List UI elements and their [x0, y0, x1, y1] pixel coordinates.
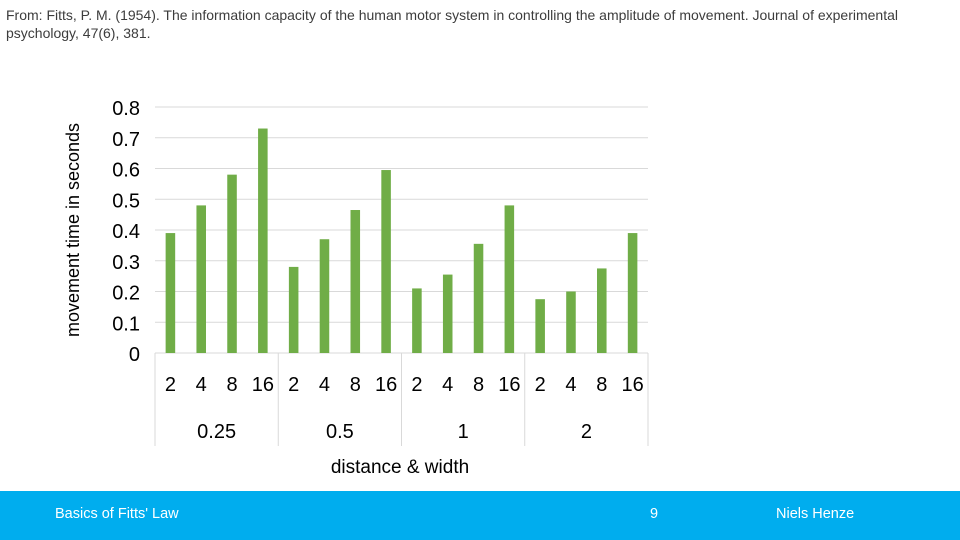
bar — [535, 299, 545, 353]
x-category-label: 8 — [226, 374, 237, 396]
y-axis-label: movement time in seconds — [63, 123, 83, 337]
y-tick-label: 0.7 — [112, 129, 140, 151]
bar — [258, 128, 268, 353]
bar — [597, 268, 607, 353]
x-category-label: 4 — [196, 374, 207, 396]
x-category-label: 16 — [375, 374, 397, 396]
bar — [227, 174, 237, 353]
x-category-label: 16 — [498, 374, 520, 396]
bar — [165, 233, 176, 353]
page-number: 9 — [650, 506, 659, 522]
y-tick-labels: 0 0.1 0.2 0.3 0.4 0.5 0.6 0.7 0.8 — [112, 98, 140, 366]
bar — [442, 274, 453, 353]
y-tick-label: 0 — [129, 344, 140, 366]
bar — [473, 243, 484, 353]
x-category-labels: 2 4 8 16 2 4 8 16 2 4 8 16 2 4 8 16 — [165, 374, 644, 396]
bar — [627, 233, 638, 353]
x-category-label: 8 — [596, 374, 607, 396]
x-group-label: 0.5 — [326, 421, 354, 443]
y-tick-label: 0.3 — [112, 252, 140, 274]
footer-title: Basics of Fitts' Law — [55, 506, 179, 522]
bars — [165, 128, 638, 353]
bar — [412, 288, 422, 353]
x-category-label: 4 — [442, 374, 453, 396]
x-axis-label: distance & width — [331, 457, 469, 478]
bar — [288, 266, 299, 353]
y-tick-label: 0.5 — [112, 190, 140, 212]
citation-text: From: Fitts, P. M. (1954). The informati… — [6, 7, 898, 41]
x-category-label: 2 — [535, 374, 546, 396]
x-category-label: 2 — [288, 374, 299, 396]
y-tick-label: 0.1 — [112, 313, 140, 335]
bar-chart: 00.10.20.30.40.50.60.70.8 2 4 8 16 2 4 8 16 2 4 8 1… — [63, 98, 649, 478]
x-category-label: 8 — [473, 374, 484, 396]
y-tick-label: 0.4 — [112, 221, 140, 243]
x-category-label: 4 — [565, 374, 576, 396]
group-separators — [154, 353, 649, 446]
bar — [566, 291, 576, 353]
x-category-label: 2 — [411, 374, 422, 396]
y-tick-label: 0.6 — [112, 160, 140, 182]
bar — [381, 170, 391, 353]
bar — [504, 205, 515, 353]
x-group-label: 0.25 — [197, 421, 236, 443]
gridlines — [155, 106, 648, 354]
x-group-labels: 0.25 0.5 1 2 — [197, 421, 592, 443]
x-category-label: 4 — [319, 374, 330, 396]
x-category-label: 16 — [621, 374, 643, 396]
y-tick-label: 0.8 — [112, 98, 140, 120]
x-group-label: 2 — [581, 421, 592, 443]
x-category-label: 16 — [252, 374, 274, 396]
footer-bar: Basics of Fitts' Law 9 Niels Henze — [0, 491, 960, 540]
x-group-label: 1 — [458, 421, 469, 443]
x-category-label: 2 — [165, 374, 176, 396]
bar — [350, 210, 361, 353]
x-category-label: 8 — [350, 374, 361, 396]
footer-author: Niels Henze — [776, 506, 855, 522]
y-tick-label: 0.2 — [112, 283, 140, 305]
bar — [196, 205, 206, 353]
bar — [319, 239, 330, 353]
